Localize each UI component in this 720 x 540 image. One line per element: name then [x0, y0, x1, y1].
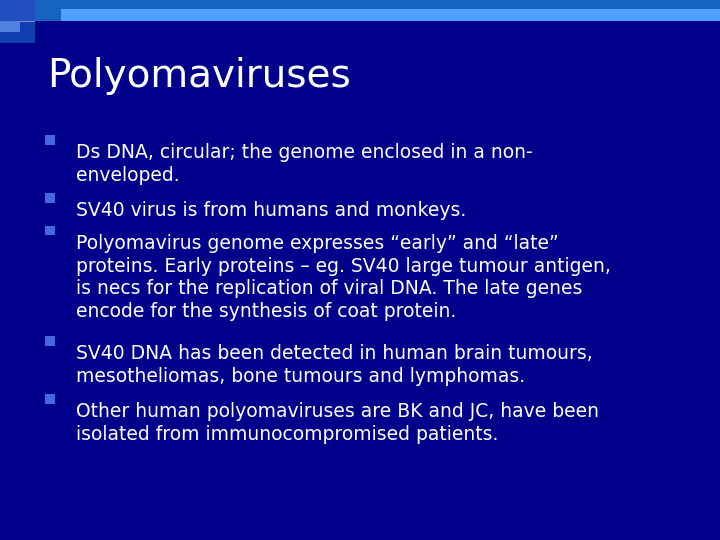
Bar [45, 226, 55, 235]
Bar [20, 21, 35, 22]
Bar [45, 394, 55, 404]
Text: SV40 virus is from humans and monkeys.: SV40 virus is from humans and monkeys. [76, 201, 466, 220]
Bar [61, 9, 720, 21]
Bar [0, 0, 720, 21]
Text: Other human polyomaviruses are BK and JC, have been
isolated from immunocompromi: Other human polyomaviruses are BK and JC… [76, 402, 598, 444]
Bar [45, 193, 55, 203]
Text: Ds DNA, circular; the genome enclosed in a non-
enveloped.: Ds DNA, circular; the genome enclosed in… [76, 143, 532, 185]
Text: SV40 DNA has been detected in human brain tumours,
mesotheliomas, bone tumours a: SV40 DNA has been detected in human brai… [76, 344, 593, 386]
Bar [45, 336, 55, 346]
Bar [0, 21, 35, 43]
Text: Polyomaviruses: Polyomaviruses [47, 57, 351, 94]
Bar [0, 0, 35, 21]
Text: Polyomavirus genome expresses “early” and “late”
proteins. Early proteins – eg. : Polyomavirus genome expresses “early” an… [76, 234, 611, 321]
Bar [45, 135, 55, 145]
Bar [0, 21, 20, 32]
